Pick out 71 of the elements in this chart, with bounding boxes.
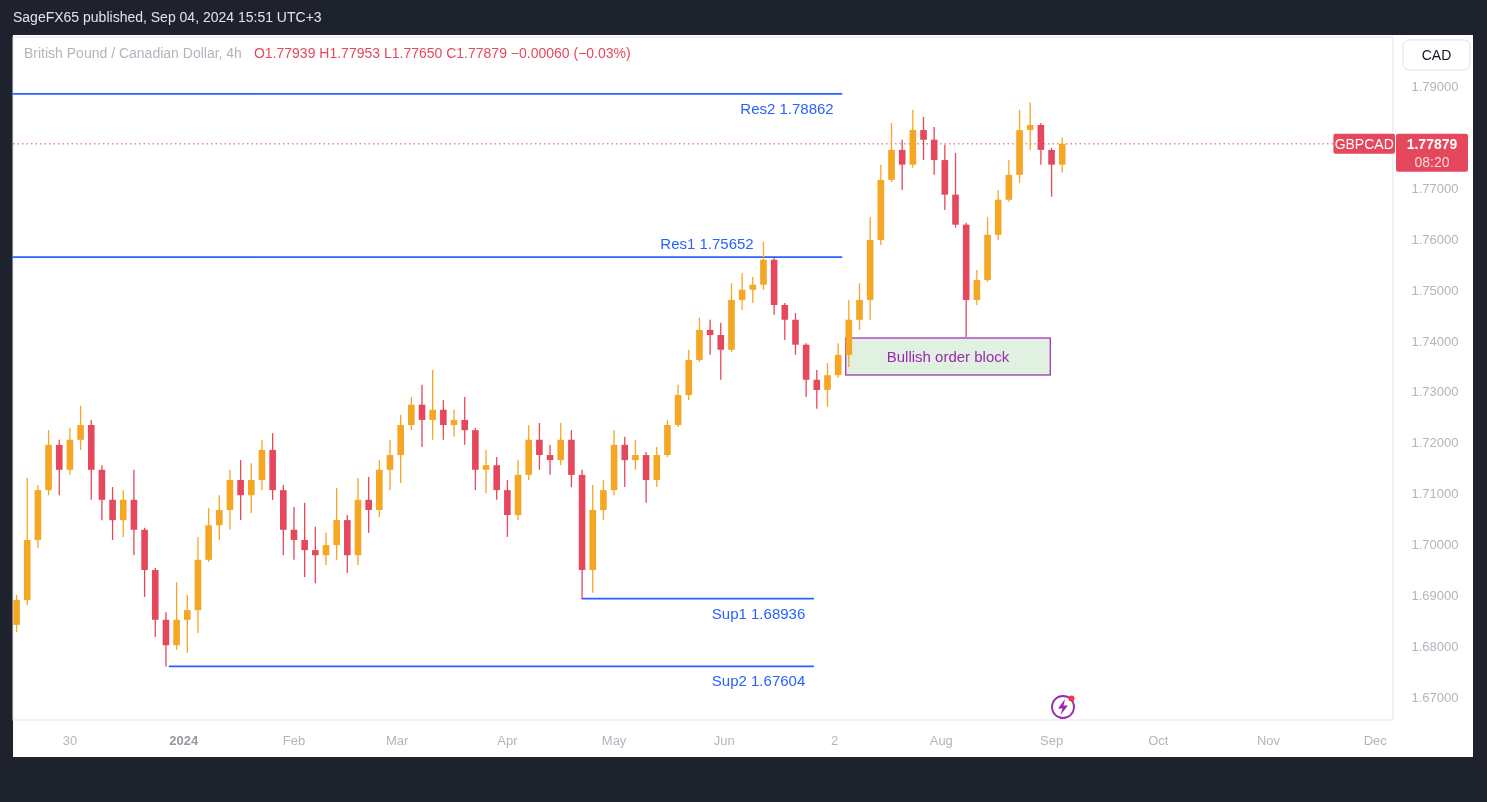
y-tick-label: 1.70000 <box>1411 537 1459 553</box>
candlestick <box>813 369 821 410</box>
x-tick-label: Oct <box>1148 733 1169 748</box>
text: British Pound / Canadian Dollar, 4h <box>24 45 242 61</box>
y-tick-label: 1.71000 <box>1411 486 1459 502</box>
candlestick <box>621 436 629 488</box>
candlestick <box>717 322 725 381</box>
candlestick <box>322 532 330 566</box>
candlestick <box>312 526 319 584</box>
series-label: Res1 1.75652 <box>660 235 754 253</box>
candlestick <box>365 476 372 534</box>
text: O1.77939 H1.77953 L1.77650 C1.77879 −0.00060 (−0.03%) <box>253 45 631 61</box>
candlestick <box>215 494 223 541</box>
x-tick-label: Aug <box>929 733 953 748</box>
text: 08:20 <box>1414 153 1450 170</box>
y-tick-label: 1.76000 <box>1411 231 1459 247</box>
candlestick <box>557 422 565 466</box>
candlestick <box>973 269 981 306</box>
x-tick-label: 2 <box>830 733 839 748</box>
text: SageFX65 published, Sep 04, 2024 15:51 UTC+3 <box>13 9 322 25</box>
candlestick <box>738 272 746 311</box>
series-label: Sup2 1.67604 <box>711 672 806 690</box>
candlestick <box>856 282 863 331</box>
candlestick <box>1058 137 1066 174</box>
candlestick <box>461 396 469 446</box>
x-tick-label: May <box>601 733 627 748</box>
y-axis-title: CAD <box>1421 47 1452 63</box>
text: 1.77879 <box>1406 135 1458 152</box>
y-tick-label: 1.73000 <box>1411 384 1459 400</box>
y-tick-label: 1.72000 <box>1411 435 1459 451</box>
y-tick-label: 1.67000 <box>1411 689 1459 705</box>
y-tick-label: 1.68000 <box>1411 638 1459 654</box>
x-tick-label: Sep <box>1039 733 1064 748</box>
x-tick-label: 30 <box>62 733 78 748</box>
candlestick <box>386 439 394 491</box>
annotation: Bullish order block <box>886 347 1010 365</box>
x-tick-label: Dec <box>1363 733 1388 748</box>
y-tick-label: 1.69000 <box>1411 587 1459 603</box>
series-label: Res2 1.78862 <box>740 99 834 117</box>
candlestick <box>632 439 639 471</box>
x-tick-label: Mar <box>385 733 409 748</box>
candlestick <box>824 362 831 408</box>
y-tick-label: 1.74000 <box>1411 333 1459 349</box>
candlestick <box>408 396 415 431</box>
candlestick <box>781 302 789 341</box>
series-label: Sup1 1.68936 <box>711 604 806 622</box>
y-tick-label: 1.75000 <box>1411 282 1459 298</box>
candlestick <box>237 459 244 521</box>
candlestick <box>247 462 255 514</box>
candlestick <box>749 276 757 304</box>
candlestick <box>482 449 490 494</box>
candlestick <box>290 506 298 561</box>
y-tick-label: 1.79000 <box>1411 79 1459 95</box>
x-tick-label: Nov <box>1256 733 1281 748</box>
y-tick-label: 1.77000 <box>1411 181 1459 197</box>
candlestick <box>77 405 84 451</box>
candlestick <box>301 502 308 578</box>
candlestick <box>429 369 436 441</box>
candlestick <box>536 422 543 471</box>
x-tick-label: Jun <box>713 733 735 748</box>
x-tick-label: Feb <box>282 733 306 748</box>
x-tick-label: Apr <box>497 733 519 748</box>
ref-line-label: GBPCAD <box>1334 135 1394 152</box>
candlestick <box>1048 147 1055 198</box>
x-tick-label: 2024 <box>169 733 199 748</box>
candlestick <box>440 399 447 441</box>
candlestick <box>109 486 116 541</box>
candlestick <box>119 489 127 538</box>
candlestick <box>1026 101 1034 151</box>
candlestick <box>600 479 607 521</box>
candlestick <box>183 594 191 654</box>
